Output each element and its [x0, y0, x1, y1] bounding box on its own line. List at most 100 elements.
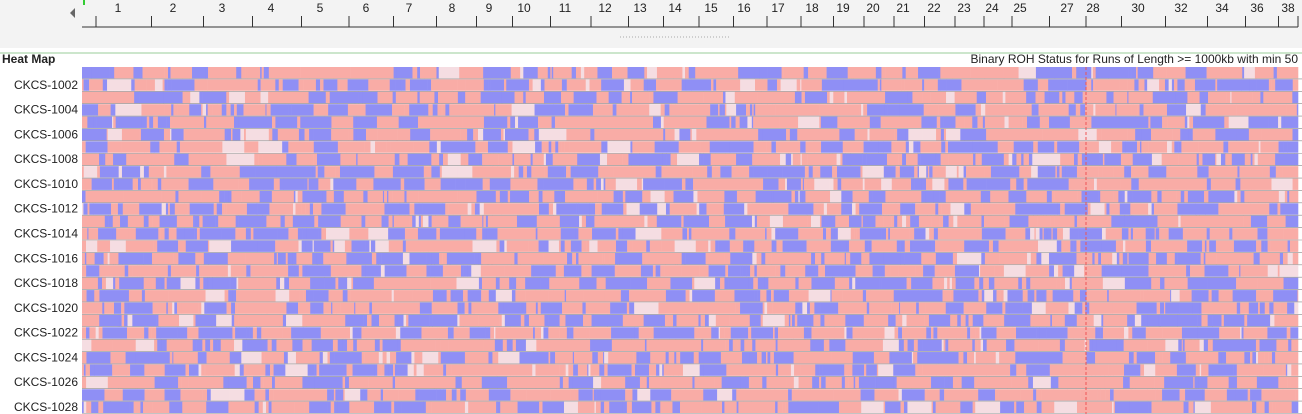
heat-cell — [1064, 116, 1071, 128]
heat-cell — [899, 166, 911, 178]
heat-cell — [134, 91, 140, 104]
heat-cell — [381, 215, 389, 228]
heat-cell — [1071, 277, 1088, 290]
heat-cell — [493, 153, 499, 166]
heat-cell — [219, 352, 231, 364]
heat-cell — [89, 327, 94, 339]
heat-cell — [774, 327, 779, 339]
heat-cell — [550, 389, 571, 401]
heat-cell — [1056, 277, 1061, 290]
heat-cell — [274, 376, 300, 389]
heat-cell — [754, 265, 758, 277]
heat-cell — [471, 265, 482, 277]
heat-cell — [148, 166, 165, 178]
heat-cell — [1204, 265, 1229, 277]
heat-cell — [918, 67, 939, 79]
heat-cell — [1209, 67, 1214, 79]
heat-cell — [878, 79, 881, 91]
heat-cell — [406, 166, 425, 178]
heat-cell — [265, 401, 269, 413]
heat-cell — [695, 376, 708, 389]
heat-cell — [660, 116, 665, 128]
heat-cell — [1205, 252, 1217, 265]
heat-cell — [366, 327, 392, 339]
heat-cell — [788, 203, 808, 215]
heat-cell — [570, 389, 575, 401]
heat-cell — [935, 401, 954, 413]
heat-cell — [946, 339, 949, 352]
heat-cell — [1070, 364, 1093, 376]
heat-cell — [236, 67, 242, 79]
heat-cell — [815, 252, 818, 265]
scroll-left[interactable] — [70, 8, 75, 18]
heat-cell — [1052, 228, 1058, 240]
heat-cell — [379, 91, 393, 104]
heat-cell — [590, 339, 613, 352]
heat-cell — [590, 128, 595, 141]
heat-cell — [835, 178, 838, 190]
heat-cell — [238, 277, 264, 290]
heat-cell — [82, 141, 86, 153]
heat-cell — [579, 215, 583, 228]
heat-cell — [102, 277, 107, 290]
heat-cell — [532, 153, 545, 166]
heat-cell — [1094, 141, 1100, 153]
heat-cell — [184, 203, 188, 215]
heat-cell — [533, 91, 545, 104]
heat-cell — [1035, 91, 1038, 104]
heat-cell — [1132, 215, 1150, 228]
heat-cell — [282, 141, 289, 153]
heat-cell — [994, 277, 1019, 290]
heat-cell — [544, 314, 549, 327]
heat-cell — [798, 190, 800, 203]
heat-cell — [798, 302, 803, 314]
heat-cell — [1036, 252, 1042, 265]
heat-cell — [1092, 339, 1098, 352]
heat-cell — [1086, 290, 1090, 302]
heat-cell — [866, 290, 871, 302]
heat-cell — [774, 302, 792, 314]
heat-cell — [117, 203, 124, 215]
heat-cell — [233, 265, 247, 277]
heat-cell — [166, 277, 181, 290]
heat-cell — [1287, 215, 1299, 228]
heat-cell — [306, 389, 328, 401]
heat-cell — [1032, 376, 1052, 389]
heat-cell — [1018, 277, 1022, 290]
heat-cell — [849, 339, 868, 352]
heat-cell — [1080, 389, 1086, 401]
heat-cell — [1166, 252, 1176, 265]
heat-cell — [1008, 190, 1027, 203]
heat-cell — [152, 401, 170, 413]
heat-cell — [86, 352, 89, 364]
heat-cell — [345, 376, 350, 389]
heat-cell — [1100, 327, 1104, 339]
heat-cell — [1148, 203, 1152, 215]
heat-cell — [740, 302, 763, 314]
heat-cell — [254, 153, 259, 166]
heat-cell — [201, 104, 203, 116]
heat-cell — [833, 91, 845, 104]
heat-cell — [622, 128, 640, 141]
heat-cell — [933, 228, 939, 240]
heat-cell — [1115, 240, 1124, 252]
heat-cell — [885, 401, 901, 413]
heat-cell — [1269, 302, 1274, 314]
heat-cell — [780, 79, 797, 91]
heat-cell — [1257, 153, 1276, 166]
heat-cell — [514, 91, 524, 104]
heat-cell — [249, 178, 265, 190]
heat-cell — [548, 290, 554, 302]
heat-cell — [573, 327, 587, 339]
heat-cell — [287, 252, 293, 265]
heat-cell — [1057, 141, 1060, 153]
heat-cell — [1145, 240, 1152, 252]
heat-cell — [1196, 376, 1199, 389]
heat-cell — [910, 178, 915, 190]
heat-cell — [999, 203, 1013, 215]
heat-cell — [738, 178, 760, 190]
heat-cell — [752, 153, 755, 166]
heat-cell — [198, 302, 202, 314]
heat-cell — [1046, 290, 1053, 302]
heat-cell — [481, 252, 483, 265]
